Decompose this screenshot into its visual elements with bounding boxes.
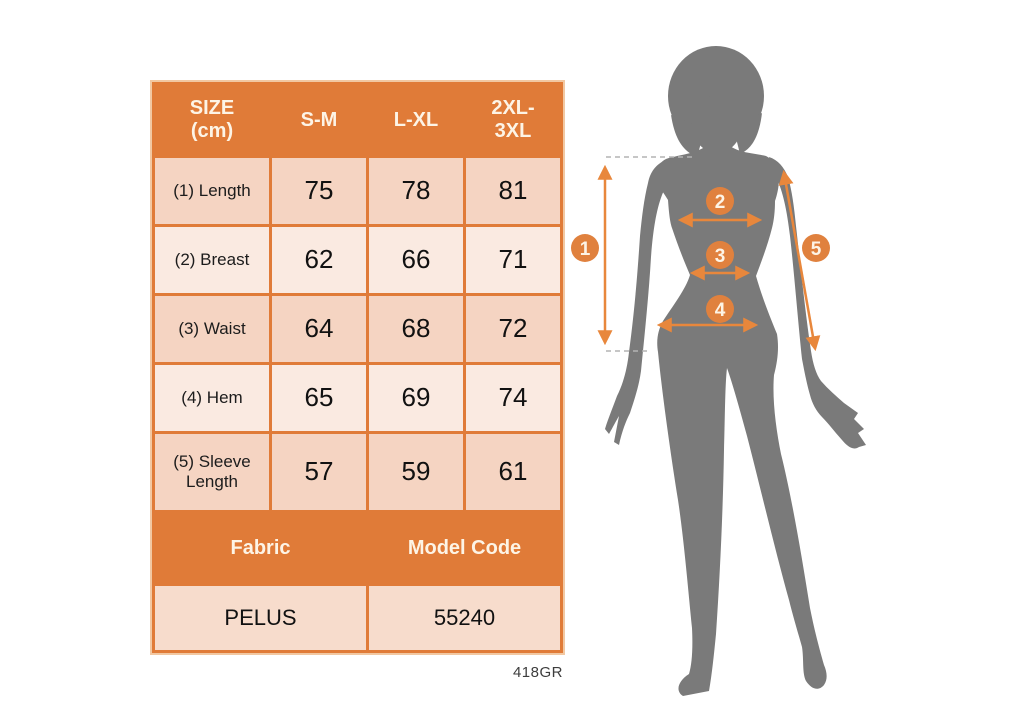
marker-circle-4 bbox=[706, 295, 734, 323]
sleeve-arrow-icon bbox=[778, 169, 821, 352]
marker-circle-5 bbox=[802, 234, 830, 262]
marker-label-5: 5 bbox=[811, 239, 822, 260]
silhouette-left-arm bbox=[605, 160, 669, 445]
breast-sm-value: 62 bbox=[272, 227, 366, 293]
waist-sm-value: 64 bbox=[272, 296, 366, 362]
silhouette-right-arm bbox=[769, 157, 866, 449]
waist-lxl-value: 68 bbox=[369, 296, 463, 362]
marker-label-1: 1 bbox=[580, 239, 591, 260]
header-2xl-3xl: 2XL- 3XL bbox=[491, 97, 535, 142]
hem-sm-value: 65 bbox=[272, 365, 366, 431]
sleeve-sm-value: 57 bbox=[272, 434, 366, 510]
measurement-marker-badges: 1 2 3 4 5 bbox=[571, 187, 830, 323]
marker-circle-3 bbox=[706, 241, 734, 269]
size-chart-table: SIZE (cm) S-M L-XL 2XL- 3XL (1) Length 7… bbox=[150, 80, 565, 655]
marker-circle-1 bbox=[571, 234, 599, 262]
hem-2xl3xl-value: 74 bbox=[466, 365, 560, 431]
model-code-value: 55240 bbox=[369, 586, 560, 650]
header-s-m: S-M bbox=[300, 108, 338, 131]
length-lxl-value: 78 bbox=[369, 158, 463, 224]
sleeve-2xl3xl-value: 61 bbox=[466, 434, 560, 510]
measurement-arrows bbox=[597, 164, 821, 352]
marker-label-4: 4 bbox=[715, 300, 726, 321]
marker-label-2: 2 bbox=[715, 192, 726, 213]
header-size-cm: SIZE (cm) bbox=[189, 97, 235, 142]
row-breast-label: (2) Breast bbox=[155, 227, 269, 293]
model-code-header: Model Code bbox=[407, 536, 522, 559]
row-length-label: (1) Length bbox=[155, 158, 269, 224]
breast-2xl3xl-value: 71 bbox=[466, 227, 560, 293]
sleeve-lxl-value: 59 bbox=[369, 434, 463, 510]
waist-2xl3xl-value: 72 bbox=[466, 296, 560, 362]
measurement-figure: 1 2 3 4 5 bbox=[571, 46, 866, 696]
marker-circle-2 bbox=[706, 187, 734, 215]
breast-lxl-value: 66 bbox=[369, 227, 463, 293]
row-hem-label: (4) Hem bbox=[155, 365, 269, 431]
female-silhouette-icon bbox=[605, 46, 866, 696]
length-sm-value: 75 bbox=[272, 158, 366, 224]
row-sleeve-label: (5) Sleeve Length bbox=[155, 434, 269, 510]
fabric-header: Fabric bbox=[230, 536, 291, 559]
fabric-value: PELUS bbox=[155, 586, 366, 650]
marker-label-3: 3 bbox=[715, 246, 726, 267]
length-2xl3xl-value: 81 bbox=[466, 158, 560, 224]
product-code-note: 418GR bbox=[512, 664, 563, 681]
hem-lxl-value: 69 bbox=[369, 365, 463, 431]
row-waist-label: (3) Waist bbox=[155, 296, 269, 362]
silhouette-body bbox=[655, 146, 827, 696]
header-l-xl: L-XL bbox=[393, 108, 439, 131]
